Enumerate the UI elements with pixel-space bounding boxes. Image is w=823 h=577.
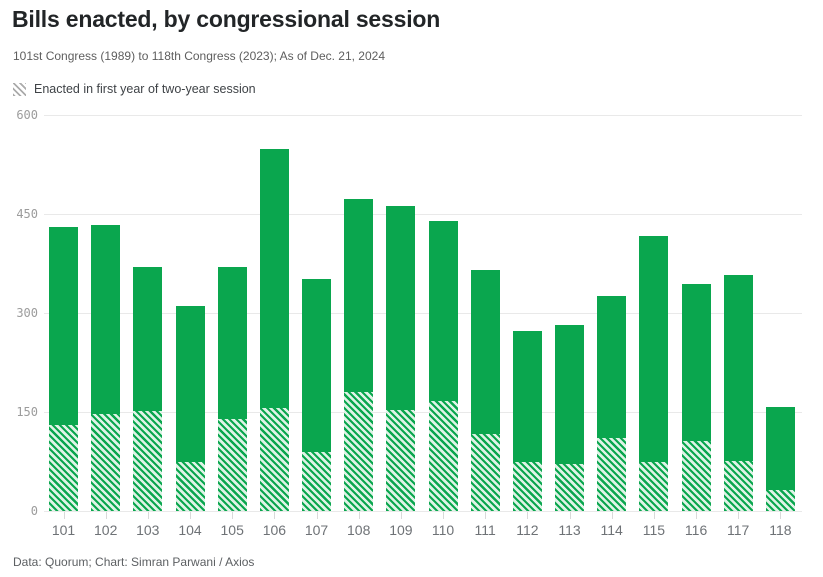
gridline-600 [44, 115, 802, 116]
bar-104-first-year [175, 462, 205, 511]
x-axis-label-117: 117 [727, 522, 750, 538]
x-axis-tick-116 [696, 512, 697, 519]
x-axis-label-104: 104 [178, 522, 202, 538]
x-axis-label-105: 105 [220, 522, 244, 538]
bar-107 [302, 279, 331, 511]
bar-113-first-year [555, 464, 584, 511]
legend: Enacted in first year of two-year sessio… [13, 82, 256, 96]
bar-103-first-year [133, 411, 163, 511]
x-axis-tick-103 [148, 512, 149, 519]
x-axis-tick-113 [570, 512, 571, 519]
bar-112-first-year [512, 462, 542, 511]
bar-106 [259, 149, 289, 511]
bar-114 [597, 296, 627, 511]
bar-111-first-year [470, 434, 500, 511]
x-axis-label-113: 113 [558, 522, 581, 538]
bar-111 [470, 270, 500, 511]
bar-113 [555, 325, 584, 511]
y-axis-label-600: 600 [16, 108, 38, 122]
x-axis-tick-101 [64, 512, 65, 519]
bar-105 [217, 267, 247, 511]
x-axis-tick-112 [527, 512, 528, 519]
bar-103 [133, 267, 163, 511]
bar-104 [175, 306, 205, 511]
page-title: Bills enacted, by congressional session [12, 6, 441, 32]
x-axis-tick-111 [485, 512, 486, 519]
bar-115-first-year [639, 462, 669, 511]
x-axis-label-112: 112 [516, 522, 539, 538]
x-axis-label-114: 114 [600, 522, 623, 538]
bar-108-first-year [344, 392, 374, 511]
bar-106-first-year [259, 408, 289, 511]
y-axis-label-450: 450 [16, 207, 38, 221]
gridline-0 [44, 511, 802, 512]
bar-107-first-year [302, 452, 331, 511]
bar-105-first-year [217, 419, 247, 511]
bar-108 [344, 199, 374, 511]
bar-109-first-year [386, 410, 416, 511]
x-axis-label-107: 107 [304, 522, 329, 538]
hatch-pattern-icon [13, 82, 26, 96]
bar-102 [91, 225, 121, 511]
x-axis-label-103: 103 [136, 522, 160, 538]
bar-101 [49, 227, 78, 511]
x-axis-label-109: 109 [389, 522, 413, 538]
x-axis-tick-115 [654, 512, 655, 519]
x-axis-label-116: 116 [684, 522, 708, 538]
x-axis-tick-106 [274, 512, 275, 519]
bar-102-first-year [91, 414, 121, 511]
x-axis-label-101: 101 [51, 522, 76, 538]
bar-114-first-year [597, 438, 627, 511]
x-axis-tick-104 [190, 512, 191, 519]
chart-subtitle: 101st Congress (1989) to 118th Congress … [13, 49, 385, 63]
x-axis-label-110: 110 [431, 522, 455, 538]
x-axis-tick-109 [401, 512, 402, 519]
gridline-300 [44, 313, 802, 314]
y-axis-label-150: 150 [16, 405, 38, 419]
legend-label: Enacted in first year of two-year sessio… [34, 82, 256, 96]
y-axis-label-300: 300 [16, 306, 38, 320]
x-axis-tick-114 [612, 512, 613, 519]
x-axis-tick-105 [232, 512, 233, 519]
x-axis-label-108: 108 [347, 522, 371, 538]
bar-110 [428, 221, 458, 511]
x-axis-label-106: 106 [262, 522, 287, 538]
x-axis-label-118: 118 [769, 522, 792, 538]
bar-115 [639, 236, 669, 511]
bar-112 [512, 331, 542, 511]
bar-116 [681, 284, 711, 511]
y-axis-label-0: 0 [30, 504, 38, 518]
bar-117 [723, 275, 753, 511]
bar-109 [386, 206, 416, 511]
bar-101-first-year [49, 425, 78, 511]
source-credit: Data: Quorum; Chart: Simran Parwani / Ax… [13, 555, 255, 569]
bar-118-first-year [765, 490, 795, 511]
x-axis-tick-117 [738, 512, 739, 519]
bar-118 [765, 407, 795, 511]
x-axis-tick-108 [359, 512, 360, 519]
x-axis-label-115: 115 [642, 522, 666, 538]
bar-110-first-year [428, 401, 458, 511]
x-axis-tick-118 [780, 512, 781, 519]
bar-117-first-year [723, 461, 753, 511]
x-axis-label-102: 102 [94, 522, 118, 538]
gridline-150 [44, 412, 802, 413]
x-axis-tick-107 [317, 512, 318, 519]
x-axis-label-111: 111 [474, 522, 496, 538]
x-axis-tick-110 [443, 512, 444, 519]
x-axis-tick-102 [106, 512, 107, 519]
bar-116-first-year [681, 441, 711, 511]
gridline-450 [44, 214, 802, 215]
